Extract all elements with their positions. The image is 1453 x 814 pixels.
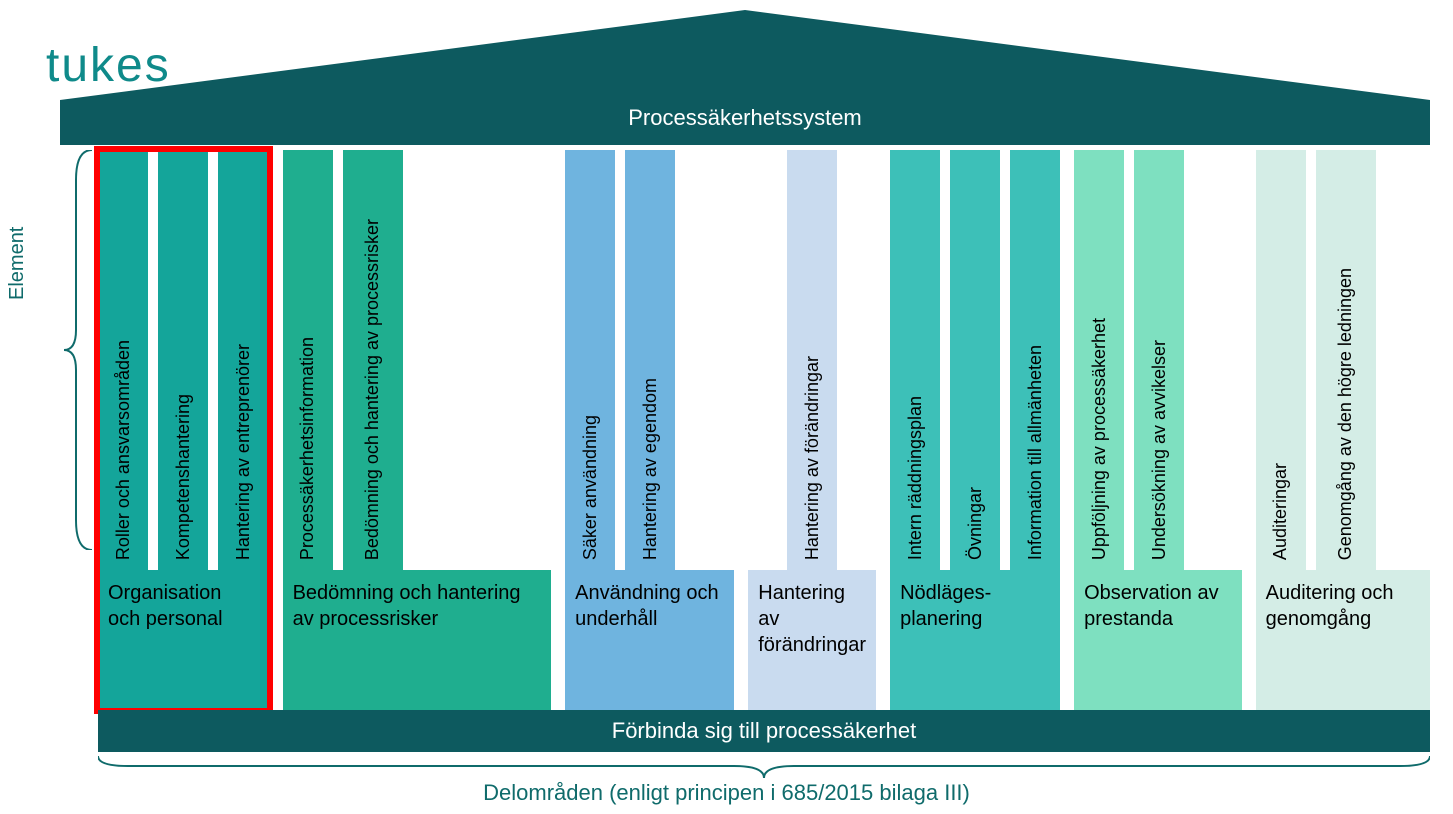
roof: Processäkerhetssystem bbox=[60, 10, 1430, 145]
pillar-label: Roller och ansvarsområden bbox=[113, 340, 134, 560]
pillar-label: Undersökning av avvikelser bbox=[1149, 340, 1170, 560]
footer-bar-label: Förbinda sig till processäkerhet bbox=[612, 718, 916, 744]
group-base-label: Bedömning och hantering av processrisker bbox=[283, 570, 552, 710]
group-pillars: Säker användning Hantering av egendom bbox=[565, 150, 734, 570]
group-0: Roller och ansvarsområden Kompetenshanter… bbox=[98, 150, 269, 710]
pillar: Övningar bbox=[950, 150, 1000, 570]
pillar: Hantering av egendom bbox=[625, 150, 675, 570]
pillar-label: Information till allmänheten bbox=[1025, 345, 1046, 560]
pillar: Säker användning bbox=[565, 150, 615, 570]
pillars-area: Roller och ansvarsområden Kompetenshanter… bbox=[98, 150, 1430, 710]
pillar-label: Uppföljning av processäkerhet bbox=[1089, 318, 1110, 560]
footer-bar: Förbinda sig till processäkerhet bbox=[98, 710, 1430, 752]
pillar-label: Hantering av egendom bbox=[640, 378, 661, 560]
pillar-label: Intern räddningsplan bbox=[905, 396, 926, 560]
pillar: Kompetenshantering bbox=[158, 150, 208, 570]
pillar: Undersökning av avvikelser bbox=[1134, 150, 1184, 570]
pillar-label: Övningar bbox=[965, 487, 986, 560]
pillar-label: Genomgång av den högre ledningen bbox=[1335, 268, 1356, 560]
group-4: Intern räddningsplan Övningar Information … bbox=[890, 150, 1060, 710]
group-5: Uppföljning av processäkerhet Undersöknin… bbox=[1074, 150, 1242, 710]
pillar: Hantering av entreprenörer bbox=[218, 150, 268, 570]
pillar: Hantering av förändringar bbox=[787, 150, 837, 570]
group-base-label: Användning och underhåll bbox=[565, 570, 734, 710]
bottom-caption: Delområden (enligt principen i 685/2015 … bbox=[0, 780, 1453, 806]
group-pillars: Hantering av förändringar bbox=[748, 150, 876, 570]
group-pillars: Roller och ansvarsområden Kompetenshanter… bbox=[98, 150, 269, 570]
group-1: Processäkerhetsinformation Bedömning och … bbox=[283, 150, 552, 710]
pillar: Auditeringar bbox=[1256, 150, 1306, 570]
pillar: Uppföljning av processäkerhet bbox=[1074, 150, 1124, 570]
group-base-label: Observation av prestanda bbox=[1074, 570, 1242, 710]
pillar: Intern räddningsplan bbox=[890, 150, 940, 570]
group-base-label: Organisation och personal bbox=[98, 570, 269, 710]
roof-label: Processäkerhetssystem bbox=[60, 105, 1430, 131]
group-base-label: Auditering och genomgång bbox=[1256, 570, 1430, 710]
pillar-label: Hantering av förändringar bbox=[802, 356, 823, 560]
pillar: Processäkerhetsinformation bbox=[283, 150, 333, 570]
pillar: Bedömning och hantering av processrisker bbox=[343, 150, 403, 570]
pillar: Genomgång av den högre ledningen bbox=[1316, 150, 1376, 570]
group-6: Auditeringar Genomgång av den högre ledni… bbox=[1256, 150, 1430, 710]
pillar-label: Hantering av entreprenörer bbox=[233, 344, 254, 560]
group-pillars: Intern räddningsplan Övningar Information … bbox=[890, 150, 1060, 570]
pillar-label: Kompetenshantering bbox=[173, 394, 194, 560]
bottom-brace bbox=[98, 754, 1430, 780]
pillar-label: Bedömning och hantering av processrisker bbox=[362, 219, 383, 560]
pillar-label: Auditeringar bbox=[1270, 463, 1291, 560]
group-pillars: Processäkerhetsinformation Bedömning och … bbox=[283, 150, 552, 570]
side-label-element: Element bbox=[6, 227, 29, 300]
group-pillars: Uppföljning av processäkerhet Undersöknin… bbox=[1074, 150, 1242, 570]
pillar-label: Processäkerhetsinformation bbox=[297, 337, 318, 560]
pillar: Roller och ansvarsområden bbox=[98, 150, 148, 570]
group-pillars: Auditeringar Genomgång av den högre ledni… bbox=[1256, 150, 1430, 570]
group-base-label: Nödläges- planering bbox=[890, 570, 1060, 710]
group-3: Hantering av förändringar Hantering av fö… bbox=[748, 150, 876, 710]
group-base-label: Hantering av förändringar bbox=[748, 570, 876, 710]
group-2: Säker användning Hantering av egendom Anvä… bbox=[565, 150, 734, 710]
pillar: Information till allmänheten bbox=[1010, 150, 1060, 570]
pillar-label: Säker användning bbox=[580, 415, 601, 560]
side-brace bbox=[64, 150, 96, 550]
